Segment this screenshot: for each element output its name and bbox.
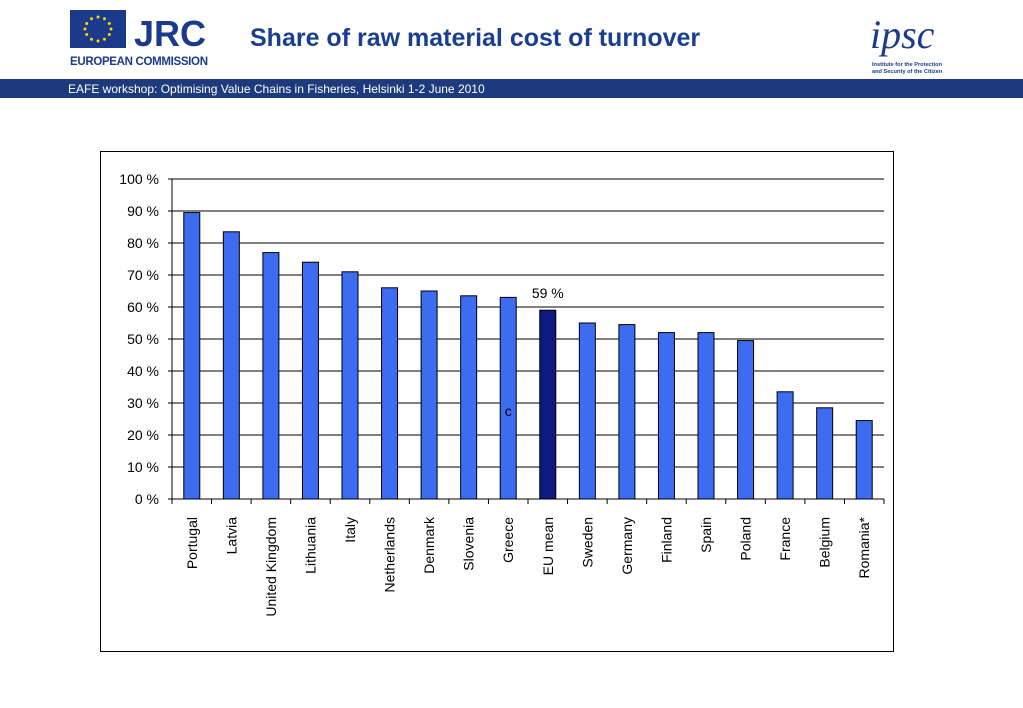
data-annotation: c xyxy=(505,403,512,419)
y-tick-label: 80 % xyxy=(127,235,159,251)
bar xyxy=(183,212,201,500)
x-tick-label: Spain xyxy=(698,517,714,553)
bar xyxy=(737,340,755,500)
bar xyxy=(420,290,438,500)
x-tick-label: Greece xyxy=(500,517,516,563)
bar-chart: 0 % 10 % 20 % 30 % 40 % 50 % 60 % 70 % 80 % 90 % 1… xyxy=(119,171,885,617)
bar xyxy=(499,296,517,500)
bar xyxy=(618,324,636,500)
bar xyxy=(301,261,319,500)
x-tick-label: Latvia xyxy=(223,517,239,555)
y-tick-label: 100 % xyxy=(119,171,159,187)
x-tick-label: Italy xyxy=(342,517,358,543)
x-tick-label: Lithuania xyxy=(302,517,318,574)
bar xyxy=(381,287,399,500)
x-tick-label: Netherlands xyxy=(382,517,398,593)
ipsc-logo-text: ipsc xyxy=(870,12,935,57)
page-subtitle: EAFE workshop: Optimising Value Chains i… xyxy=(68,82,485,96)
bar xyxy=(222,231,240,500)
ipsc-logo-subtext-2: and Security of the Citizen xyxy=(872,69,943,75)
y-tick-label: 30 % xyxy=(127,395,159,411)
bar xyxy=(539,309,557,500)
y-tick-label: 0 % xyxy=(135,491,159,507)
header-band: EAFE workshop: Optimising Value Chains i… xyxy=(0,79,1023,98)
data-label: 59 % xyxy=(532,285,564,301)
x-tick-label: Denmark xyxy=(421,516,437,574)
y-tick-label: 10 % xyxy=(127,459,159,475)
x-tick-label: Portugal xyxy=(184,517,200,569)
x-tick-label: Poland xyxy=(738,517,754,561)
y-tick-label: 50 % xyxy=(127,331,159,347)
x-tick-label: Romania* xyxy=(856,516,872,578)
bar xyxy=(697,332,715,500)
bar xyxy=(657,332,675,500)
x-tick-label: Germany xyxy=(619,517,635,575)
y-tick-label: 20 % xyxy=(127,427,159,443)
page-title: Share of raw material cost of turnover xyxy=(250,24,701,52)
x-tick-label: Sweden xyxy=(579,517,595,568)
bar xyxy=(816,407,834,500)
x-tick-label: Belgium xyxy=(817,517,833,568)
bar xyxy=(460,295,478,500)
jrc-logo-text: JRC xyxy=(134,13,206,54)
x-tick-label: Slovenia xyxy=(461,517,477,571)
european-commission-logo: JRC EUROPEAN COMMISSION xyxy=(70,10,208,68)
european-commission-label: EUROPEAN COMMISSION xyxy=(70,56,208,68)
ipsc-logo-subtext-1: Institute for the Protection xyxy=(872,62,943,68)
bar xyxy=(776,391,794,500)
bar xyxy=(262,252,280,500)
y-tick-label: 60 % xyxy=(127,299,159,315)
y-tick-label: 90 % xyxy=(127,203,159,219)
bar xyxy=(341,271,359,500)
x-tick-label: EU mean xyxy=(540,517,556,575)
eu-stars-icon xyxy=(83,15,113,43)
x-tick-label: Finland xyxy=(658,517,674,563)
x-tick-label: France xyxy=(777,517,793,561)
y-tick-label: 70 % xyxy=(127,267,159,283)
ipsc-logo: ipsc Institute for the Protection and Se… xyxy=(870,12,943,75)
bar xyxy=(578,322,596,500)
x-tick-label: United Kingdom xyxy=(263,517,279,617)
chart-frame: 0 % 10 % 20 % 30 % 40 % 50 % 60 % 70 % 80 % 90 % 1… xyxy=(100,151,894,652)
bar xyxy=(855,420,873,500)
y-tick-label: 40 % xyxy=(127,363,159,379)
